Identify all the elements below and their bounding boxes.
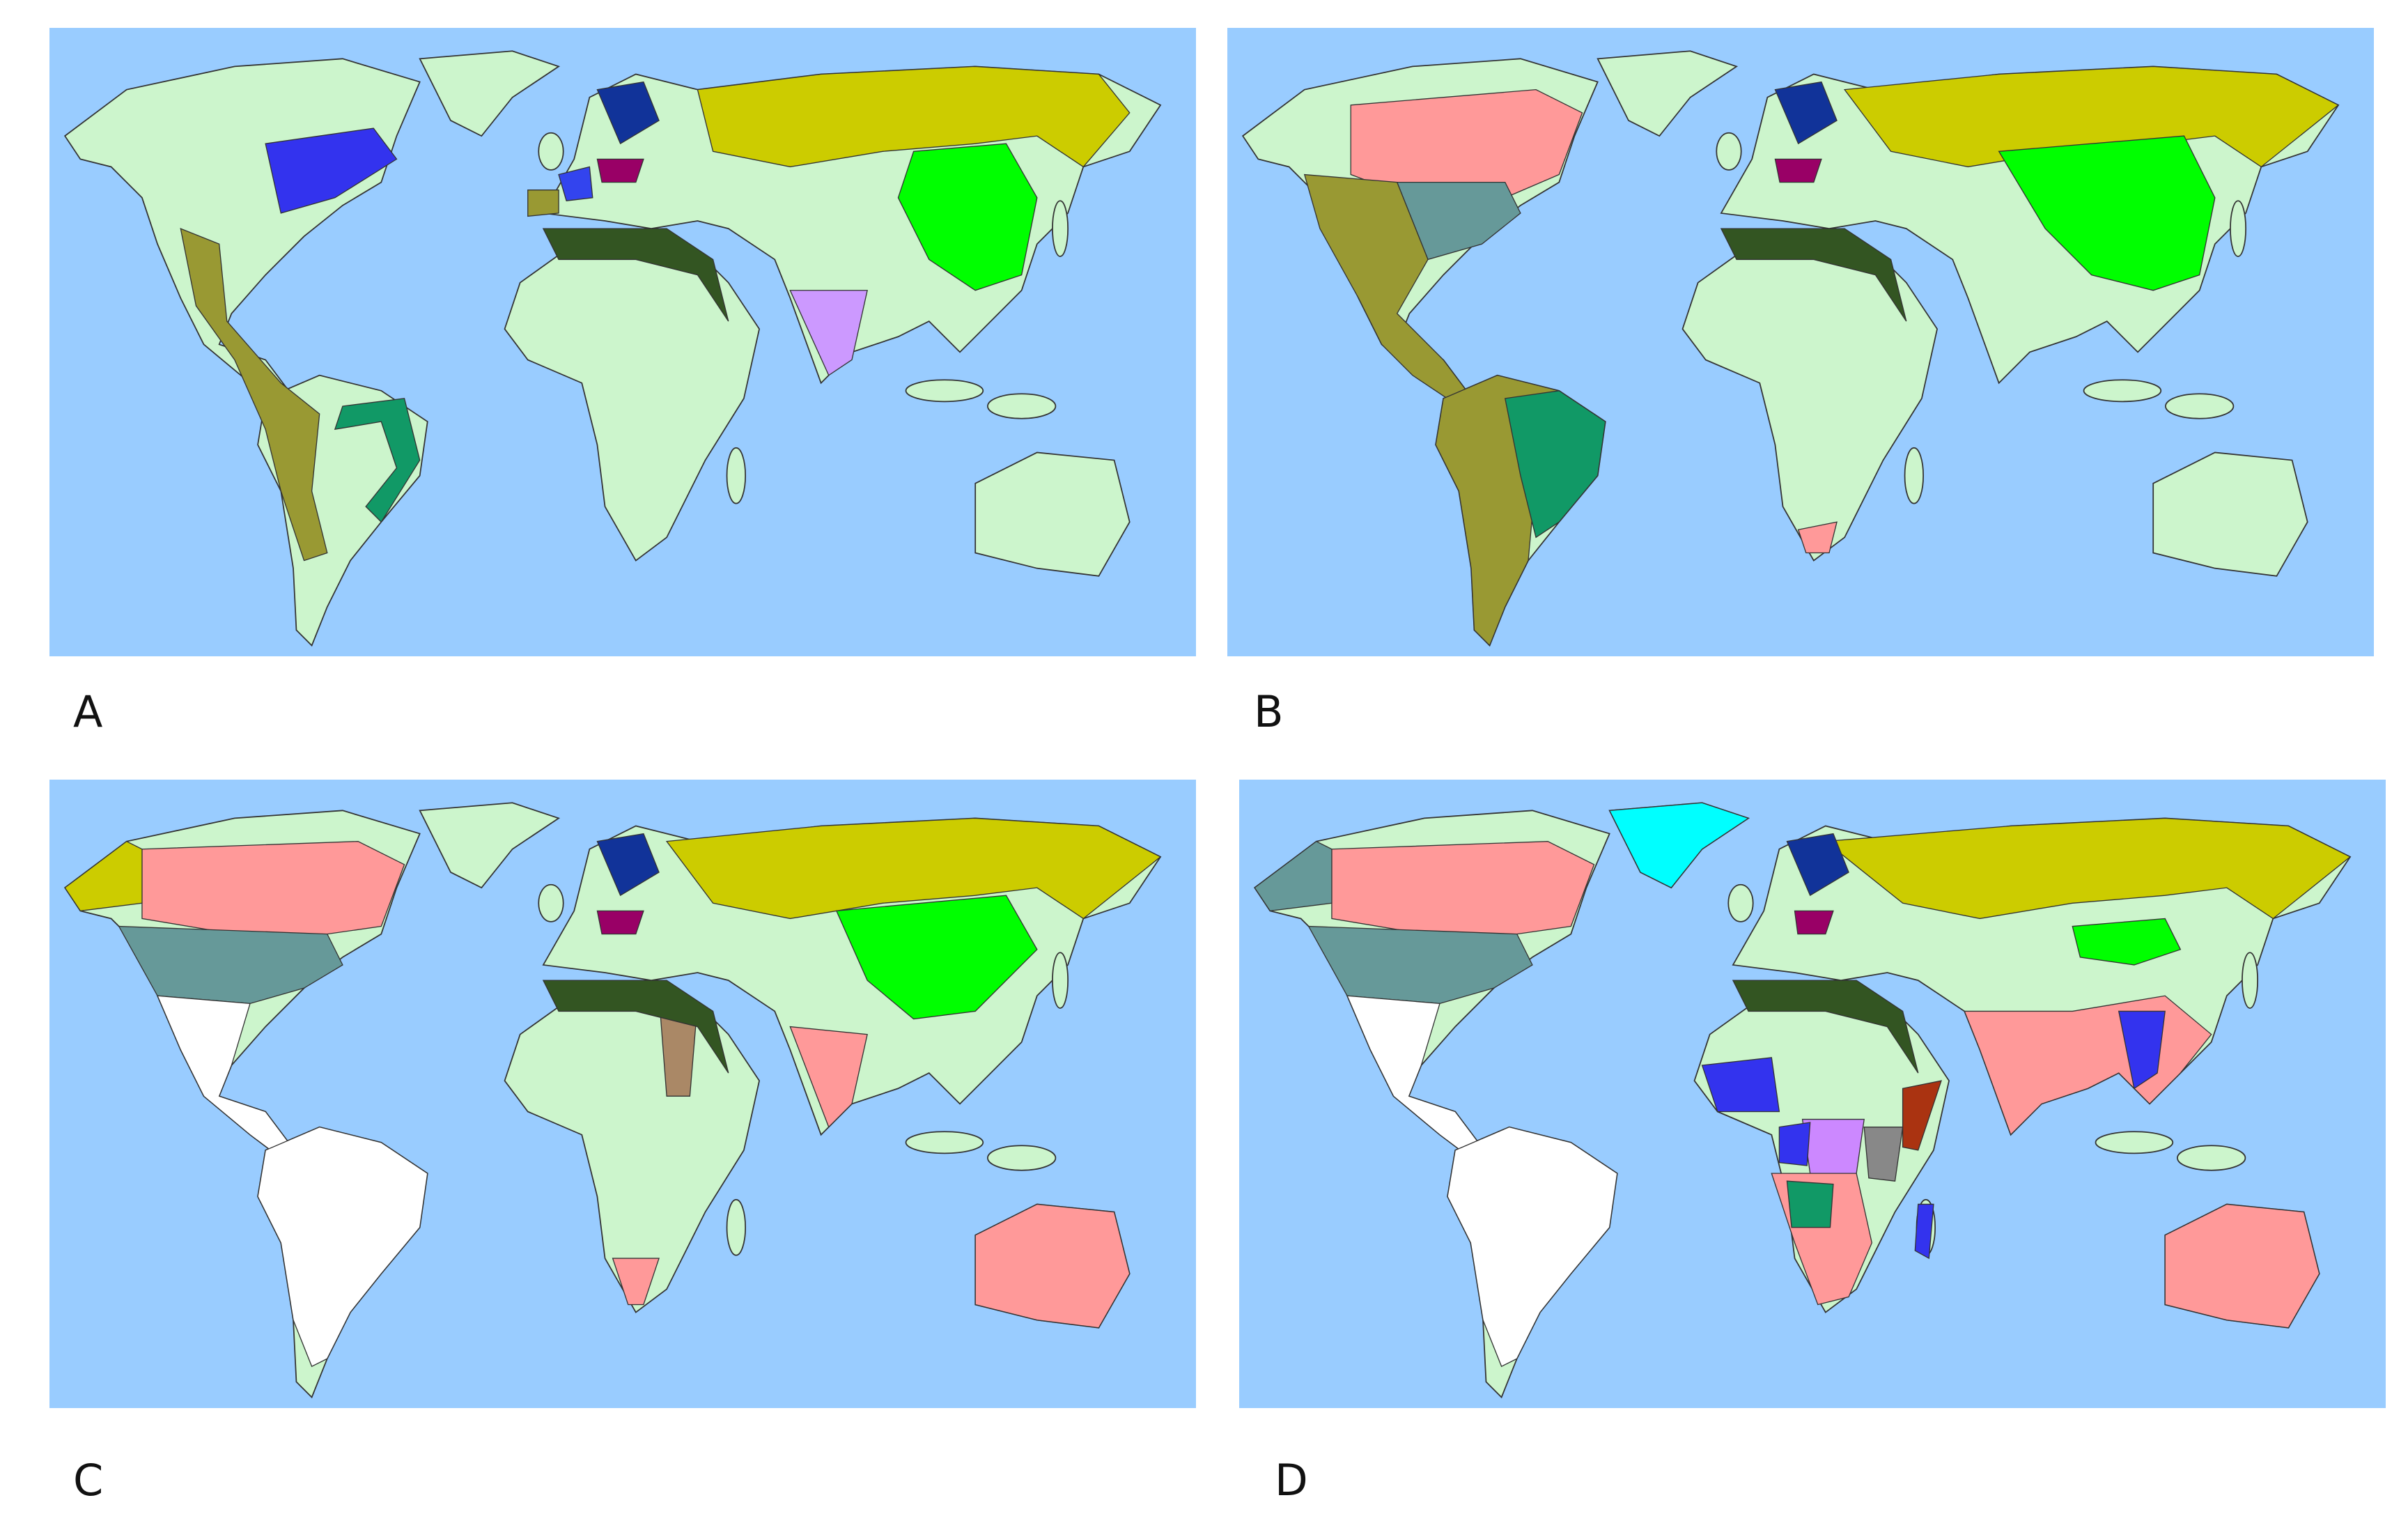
panel-label: D [1275,1455,1308,1506]
map-a [49,28,1196,656]
panel-label: A [73,686,103,737]
map-d [1239,780,2386,1408]
panel-label: B [1254,686,1284,737]
map-c [49,780,1196,1408]
panel-label: C [73,1455,104,1506]
map-b [1227,28,2374,656]
